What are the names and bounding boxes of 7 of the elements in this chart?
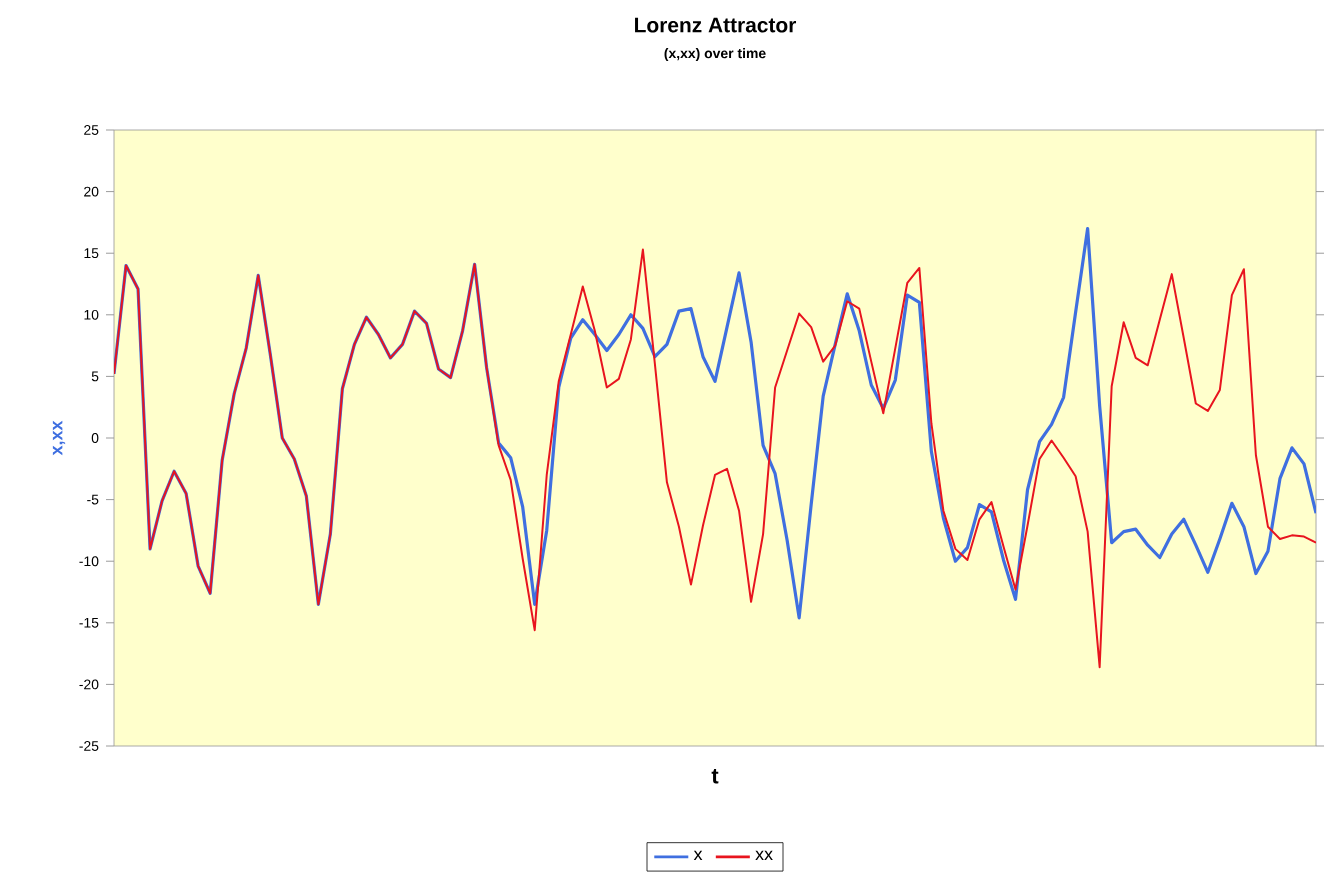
legend-label: xx (755, 850, 773, 861)
x-axis-title: t (711, 769, 719, 784)
line-series (114, 248, 1317, 669)
chart-title: Lorenz Attractor (635, 17, 797, 33)
legend-label: x (693, 850, 703, 861)
line-series (114, 226, 1317, 620)
y-axis-title: x,xx (52, 420, 66, 456)
